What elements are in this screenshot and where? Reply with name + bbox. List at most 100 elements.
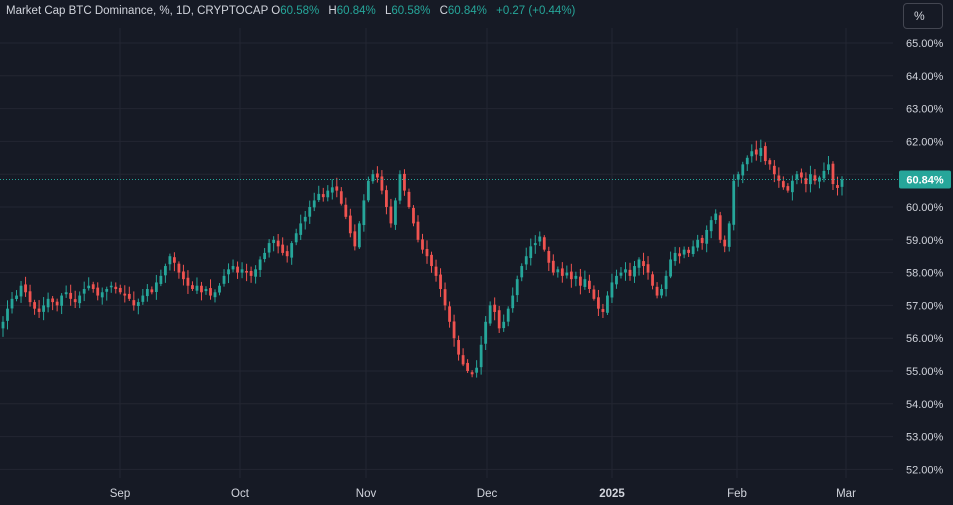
candle-body (177, 263, 181, 273)
candle-body (51, 298, 55, 303)
candle-body (687, 249, 691, 253)
candle-body (714, 213, 718, 221)
candle-body (700, 237, 704, 244)
candle-body (348, 215, 352, 234)
candle-body (330, 187, 334, 193)
candle-body (569, 271, 573, 280)
last-price-badge (899, 170, 951, 189)
candle-body (538, 236, 542, 242)
candle-body (263, 252, 267, 260)
x-tick-label: Dec (477, 488, 498, 500)
candle-body (46, 298, 50, 308)
change-value: +0.27 (+0.44%) (496, 5, 576, 17)
candle-body (772, 165, 776, 175)
y-tick-label: 63.00% (906, 104, 944, 116)
candle-body (560, 268, 564, 276)
y-tick-label: 53.00% (906, 432, 944, 444)
candle-body (6, 308, 9, 321)
candle-body (655, 286, 659, 296)
y-tick-label: 54.00% (906, 399, 944, 411)
candle-body (357, 223, 361, 248)
candle-body (55, 301, 59, 306)
candle-body (276, 240, 280, 247)
candle-body (19, 285, 23, 297)
candle-body (628, 269, 632, 276)
candle-body (326, 190, 330, 198)
candle-body (592, 289, 596, 299)
candle-body (317, 193, 321, 201)
y-tick-label: 55.00% (906, 366, 944, 378)
y-tick-label: 62.00% (906, 136, 944, 148)
candle-body (461, 355, 465, 365)
candle-body (439, 274, 442, 289)
candle-body (646, 264, 650, 273)
candle-body (682, 249, 686, 255)
candle-body (227, 269, 230, 275)
x-tick-label: Feb (727, 488, 747, 500)
high-value: 60.84% (336, 5, 376, 17)
candle-body (515, 279, 519, 296)
candle-body (42, 305, 45, 312)
candle-body (741, 164, 745, 176)
percent-scale-button[interactable]: % (903, 3, 943, 29)
candle-body (218, 285, 221, 293)
symbol-title: Market Cap BTC Dominance, %, 1D, CRYPTOC… (6, 5, 269, 17)
candle-body (511, 295, 515, 309)
candle-body (664, 275, 668, 290)
x-tick-label: Mar (836, 488, 856, 500)
candle-body (813, 175, 817, 181)
candle-body (321, 194, 325, 198)
candle-body (732, 180, 736, 225)
candle-body (709, 220, 713, 232)
candle-body (254, 269, 258, 277)
y-tick-label: 59.00% (906, 235, 944, 247)
candle-body (822, 170, 826, 179)
high-label: H (328, 5, 337, 17)
x-tick-label: 2025 (599, 488, 625, 500)
candle-body (651, 274, 654, 286)
candle-body (285, 251, 289, 257)
candle-body (69, 292, 73, 299)
close-value: 60.84% (447, 5, 487, 17)
candle-body (425, 248, 429, 257)
low-label: L (384, 5, 392, 17)
candle-body (403, 173, 406, 191)
candle-body (723, 239, 727, 247)
candle-body (182, 271, 185, 280)
last-price-label: 60.84% (906, 174, 944, 186)
candle-body (159, 275, 163, 284)
candle-body (781, 181, 785, 188)
candle-body (303, 216, 307, 222)
candle-body (727, 223, 731, 247)
candle-body (24, 284, 27, 293)
candle-body (565, 272, 569, 276)
candle-body (574, 275, 578, 279)
candle-body (150, 289, 154, 293)
candle-body (754, 149, 758, 155)
candle-body (154, 282, 158, 293)
candle-body (28, 291, 32, 303)
candle-body (493, 304, 497, 312)
candle-body (168, 256, 172, 265)
candle-body (466, 362, 470, 371)
candle-body (64, 292, 68, 295)
candle-body (1, 321, 5, 329)
candle-body (448, 306, 451, 322)
candle-body (100, 292, 104, 298)
candle-body (136, 302, 140, 307)
candle-body (520, 266, 524, 278)
candle-body (587, 280, 591, 289)
candle-body (407, 191, 411, 207)
candle-body (191, 285, 194, 289)
x-tick-label: Oct (231, 488, 250, 500)
candle-body (479, 344, 483, 368)
candle-body (308, 207, 312, 217)
candle-body (294, 233, 298, 243)
candle-body (267, 243, 271, 253)
candle-body (353, 231, 357, 247)
candle-body (457, 340, 460, 355)
candle-body (245, 270, 248, 273)
candle-body (610, 282, 614, 298)
candle-body (236, 266, 239, 273)
